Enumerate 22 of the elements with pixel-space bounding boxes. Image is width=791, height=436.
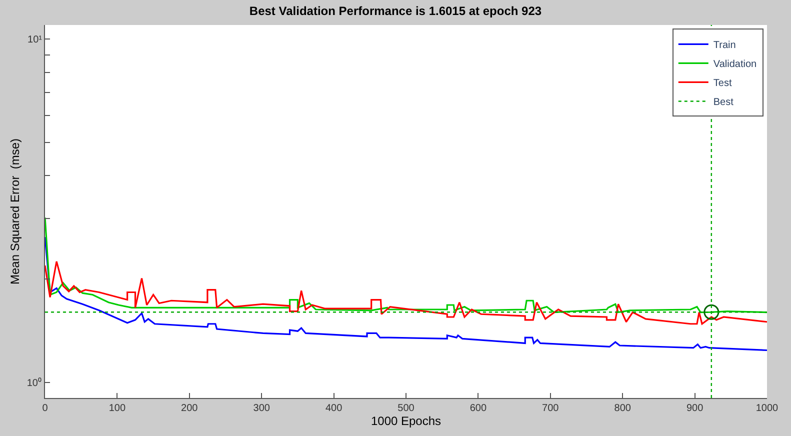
x-tick-label: 700: [542, 403, 560, 414]
x-tick-label: 500: [398, 403, 415, 414]
y-axis-title: Mean Squared Error (mse): [8, 138, 22, 285]
x-tick-label: 400: [325, 403, 343, 414]
y-tick-label: 10¹: [28, 34, 43, 46]
ref-line-label: Best: [713, 97, 734, 108]
line-series: [45, 236, 767, 352]
legend-label: Validation: [713, 59, 757, 70]
legend-label: Train: [713, 40, 736, 52]
x-tick-label: 900: [686, 403, 704, 414]
line-series: [45, 260, 767, 325]
x-tick-label: 300: [253, 403, 270, 414]
x-tick-label: 100: [108, 403, 126, 414]
x-tick-label: 0: [42, 403, 48, 414]
x-tick-label: 1000: [756, 403, 779, 414]
x-tick-label: 600: [470, 403, 487, 414]
x-axis-title: 1000 Epochs: [370, 414, 442, 428]
x-tick-label: 800: [614, 403, 632, 414]
legend-label: Test: [713, 78, 732, 90]
chart-title: Best Validation Performance is 1.6015 at epoch 923: [249, 4, 542, 18]
x-tick-label: 200: [181, 403, 198, 414]
y-tick-label: 10⁰: [26, 376, 42, 389]
